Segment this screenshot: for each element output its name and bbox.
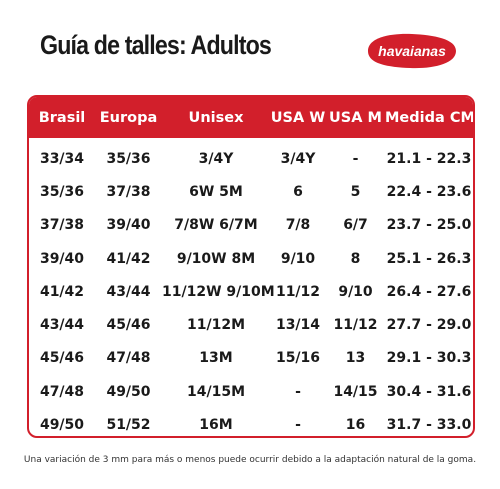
table-row: 49/50 51/52 16M - 16 31.7 - 33.0 — [29, 408, 473, 436]
table-cell: 13M — [199, 350, 233, 367]
table-cell: 16M — [199, 417, 233, 434]
table-cell: 21.1 - 22.3 — [386, 150, 472, 167]
table-cell: 25.1 - 26.3 — [386, 250, 472, 267]
table-cell: 29.1 - 30.3 — [386, 350, 472, 367]
header-brasil: Brasil — [38, 109, 86, 126]
table-cell: 11/12 — [333, 317, 378, 334]
table-cell: 43/44 — [39, 317, 85, 334]
table-cell: 3/4Y — [198, 150, 234, 167]
table-cell: 37/38 — [39, 217, 85, 234]
table-cell: 47/48 — [106, 350, 151, 367]
table-cell: 15/16 — [275, 350, 321, 367]
table-cell: 9/10 — [280, 250, 316, 267]
table-row: 33/34 35/36 3/4Y 3/4Y - 21.1 - 22.3 — [29, 142, 473, 175]
header-usa-w: USA W — [270, 109, 326, 126]
table-row: 39/40 41/42 9/10W 8M 9/10 8 25.1 - 26.3 — [29, 242, 473, 275]
table-cell: 51/52 — [106, 417, 151, 434]
table-cell: 6 — [293, 183, 303, 200]
table-row: 35/36 37/38 6W 5M 6 5 22.4 - 23.6 — [29, 175, 473, 208]
table-cell: 23.7 - 25.0 — [386, 217, 472, 234]
table-cell: 22.4 - 23.6 — [386, 183, 472, 200]
header-usa-m: USA M — [329, 109, 382, 126]
havaianas-logo: havaianas — [368, 33, 456, 69]
table-cell: 16 — [345, 417, 366, 434]
table-cell: 14/15 — [333, 383, 378, 400]
table-cell: 5 — [350, 183, 361, 200]
table-cell: 11/12M — [186, 317, 245, 334]
table-row: 47/48 49/50 14/15M - 14/15 30.4 - 31.6 — [29, 375, 473, 408]
table-cell: 45/46 — [39, 350, 85, 367]
table-row: 37/38 39/40 7/8W 6/7M 7/8 6/7 23.7 - 25.0 — [29, 209, 473, 242]
table-cell: 26.4 - 27.6 — [386, 283, 472, 300]
table-header: Brasil Europa Unisex USA W USA M Medida … — [29, 97, 473, 138]
table-cell: 43/44 — [106, 283, 151, 300]
table-cell: 9/10W 8M — [176, 250, 256, 267]
table-cell: - — [352, 150, 359, 167]
table-cell: 3/4Y — [280, 150, 316, 167]
table-cell: 8 — [350, 250, 361, 267]
table-cell: 37/38 — [106, 183, 151, 200]
header-unisex: Unisex — [188, 109, 244, 126]
table-cell: 33/34 — [39, 150, 85, 167]
table-cell: 49/50 — [39, 417, 85, 434]
table-cell: 45/46 — [106, 317, 151, 334]
table-cell: 14/15M — [186, 383, 245, 400]
table-cell: 9/10 — [338, 283, 373, 300]
table-cell: 31.7 - 33.0 — [386, 417, 472, 434]
table-body: 33/34 35/36 3/4Y 3/4Y - 21.1 - 22.3 35/36 37/38… — [29, 138, 473, 436]
table-cell: 39/40 — [39, 250, 85, 267]
table-cell: 6/7 — [343, 217, 368, 234]
table-cell: 41/42 — [39, 283, 85, 300]
table-row: 41/42 43/44 11/12W 9/10M 11/12 9/10 26.4 - 27… — [29, 275, 473, 308]
table-cell: 49/50 — [106, 383, 151, 400]
table-cell: - — [295, 417, 301, 434]
size-table: Brasil Europa Unisex USA W USA M Medida … — [27, 95, 475, 438]
table-cell: - — [295, 383, 301, 400]
table-cell: 41/42 — [106, 250, 151, 267]
table-cell: 7/8 — [285, 217, 311, 234]
table-cell: 30.4 - 31.6 — [386, 383, 472, 400]
table-cell: 6W 5M — [189, 183, 243, 200]
table-cell: 7/8W 6/7M — [174, 217, 258, 234]
table-cell: 35/36 — [106, 150, 151, 167]
table-cell: 39/40 — [106, 217, 151, 234]
svg-text:havaianas: havaianas — [378, 43, 446, 59]
page-title: Guía de talles: Adultos — [40, 30, 272, 60]
footnote: Una variación de 3 mm para más o menos p… — [23, 455, 477, 465]
table-cell: 13 — [345, 350, 366, 367]
header-europa: Europa — [99, 109, 158, 126]
table-row: 43/44 45/46 11/12M 13/14 11/12 27.7 - 29.0 — [29, 308, 473, 341]
table-cell: 13/14 — [275, 317, 321, 334]
table-cell: 11/12 — [275, 283, 321, 300]
table-cell: 27.7 - 29.0 — [386, 317, 472, 334]
table-cell: 47/48 — [39, 383, 85, 400]
table-cell: 35/36 — [39, 183, 85, 200]
table-row: 45/46 47/48 13M 15/16 13 29.1 - 30.3 — [29, 342, 473, 375]
header-medida-cm: Medida CM — [385, 109, 475, 126]
table-cell: 11/12W 9/10M — [162, 283, 275, 300]
